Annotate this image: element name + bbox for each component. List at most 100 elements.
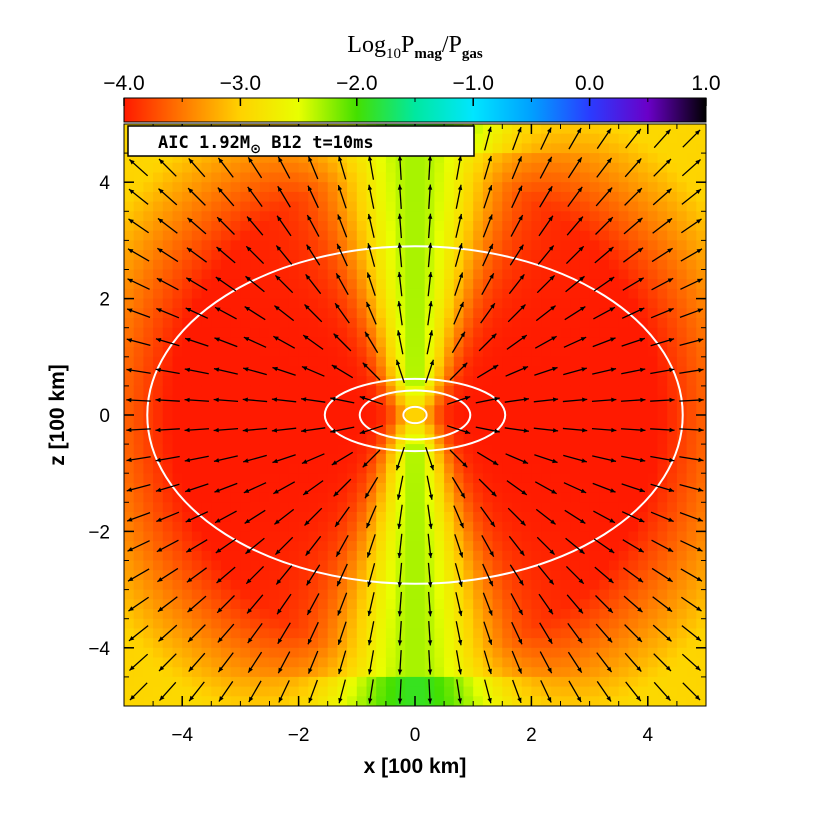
heatmap-cell: [657, 182, 668, 193]
heatmap-cell: [162, 405, 174, 416]
heatmap-cell: [376, 434, 387, 445]
heatmap-cell: [318, 221, 329, 232]
heatmap-cell: [482, 463, 494, 474]
heatmap-cell: [385, 288, 397, 300]
heatmap-cell: [298, 211, 309, 222]
heatmap-cell: [550, 143, 562, 154]
heatmap-cell: [259, 221, 271, 232]
vector-arrow-head: [128, 218, 134, 224]
heatmap-cell: [191, 676, 203, 688]
heatmap-cell: [560, 444, 571, 455]
heatmap-cell: [366, 589, 377, 600]
heatmap-cell: [230, 550, 241, 562]
heatmap-cell: [696, 385, 706, 397]
heatmap-cell: [482, 609, 494, 620]
heatmap-cell: [434, 599, 445, 610]
heatmap-cell: [415, 657, 426, 668]
heatmap-cell: [589, 482, 600, 494]
heatmap-cell: [182, 473, 193, 484]
heatmap-cell: [259, 162, 271, 174]
vector-arrow-head: [335, 303, 340, 309]
heatmap-cell: [191, 153, 203, 164]
heatmap-cell: [550, 415, 562, 426]
heatmap-cell: [541, 696, 552, 706]
vector-arrow-head: [552, 366, 558, 372]
heatmap-cell: [124, 696, 135, 706]
heatmap-cell: [230, 686, 241, 697]
vector-arrow-head: [245, 276, 251, 282]
heatmap-cell: [579, 570, 591, 581]
heatmap-cell: [385, 618, 397, 629]
heatmap-cell: [541, 405, 552, 416]
heatmap-cell: [376, 153, 387, 164]
heatmap-cell: [609, 531, 620, 542]
heatmap-cell: [376, 589, 387, 600]
heatmap-cell: [696, 512, 706, 523]
heatmap-cell: [638, 502, 649, 513]
heatmap-cell: [560, 647, 571, 659]
heatmap-cell: [385, 201, 397, 212]
vector-arrow-head: [337, 639, 343, 645]
heatmap-cell: [686, 463, 697, 474]
vector-arrow-head: [213, 427, 219, 433]
heatmap-cell: [599, 696, 610, 706]
heatmap-cell: [512, 638, 523, 649]
heatmap-cell: [347, 221, 358, 232]
heatmap-cell: [589, 647, 600, 659]
heatmap-cell: [570, 521, 581, 532]
heatmap-cell: [589, 366, 600, 377]
heatmap-cell: [424, 405, 435, 416]
heatmap-cell: [638, 240, 649, 251]
heatmap-cell: [453, 318, 465, 329]
heatmap-cell: [327, 221, 338, 232]
vector-arrow-head: [579, 306, 586, 312]
heatmap-cell: [444, 628, 455, 639]
heatmap-cell: [201, 579, 212, 591]
heatmap-cell: [579, 395, 591, 406]
vector-arrow-head: [247, 637, 253, 644]
heatmap-cell: [172, 570, 183, 581]
heatmap-cell: [579, 201, 591, 212]
vector-arrow-head: [606, 666, 612, 673]
heatmap-cell: [182, 676, 193, 688]
heatmap-cell: [482, 182, 494, 193]
heatmap-cell: [337, 444, 348, 455]
heatmap-cell: [434, 570, 445, 581]
heatmap-cell: [240, 638, 251, 649]
heatmap-cell: [337, 318, 348, 329]
x-tick-label: 4: [643, 725, 654, 746]
heatmap-cell: [638, 376, 649, 387]
heatmap-cell: [686, 201, 697, 212]
heatmap-cell: [628, 444, 639, 455]
heatmap-cell: [550, 201, 562, 212]
heatmap-cell: [279, 473, 290, 484]
heatmap-cell: [143, 638, 154, 649]
heatmap-cell: [657, 531, 668, 542]
vector-arrow-head: [487, 639, 493, 645]
vector-arrow-head: [697, 338, 704, 343]
heatmap-cell: [356, 444, 368, 455]
heatmap-cell: [541, 347, 552, 358]
heatmap-cell: [347, 657, 358, 668]
heatmap-cell: [502, 153, 513, 164]
heatmap-cell: [172, 385, 183, 397]
heatmap-cell: [696, 269, 706, 280]
heatmap-cell: [211, 356, 222, 368]
heatmap-cell: [667, 550, 678, 562]
heatmap-cell: [153, 385, 164, 397]
heatmap-cell: [191, 230, 203, 241]
vector-arrow-head: [428, 523, 433, 529]
heatmap-cell: [250, 531, 261, 542]
heatmap-cell: [191, 240, 203, 251]
heatmap-cell: [502, 279, 513, 290]
heatmap-cell: [298, 676, 309, 688]
vector-arrow-head: [337, 214, 342, 220]
heatmap-cell: [221, 288, 232, 300]
heatmap-cell: [162, 356, 174, 368]
heatmap-cell: [162, 463, 174, 474]
heatmap-cell: [240, 191, 251, 203]
heatmap-cell: [162, 609, 174, 620]
heatmap-cell: [347, 579, 358, 591]
heatmap-cell: [502, 269, 513, 280]
vector-arrow-head: [579, 276, 585, 282]
